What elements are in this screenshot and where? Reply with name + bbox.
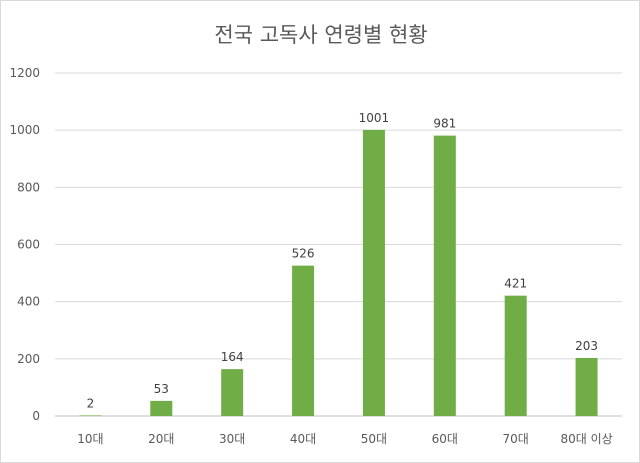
bar: [79, 415, 102, 416]
x-tick-label: 30대: [219, 432, 245, 446]
x-tick-label: 10대: [77, 432, 103, 446]
y-tick-label: 400: [17, 295, 40, 309]
bar: [150, 400, 173, 416]
y-tick-label: 1000: [9, 123, 40, 137]
bar: [362, 129, 385, 416]
data-label: 1001: [359, 111, 390, 125]
chart-title: 전국 고독사 연령별 현황: [214, 23, 428, 47]
x-tick-label: 60대: [432, 432, 458, 446]
data-label: 421: [504, 277, 527, 291]
bar: [433, 135, 456, 416]
bar: [575, 357, 598, 416]
x-tick-label: 70대: [503, 432, 529, 446]
x-tick-label: 40대: [290, 432, 316, 446]
data-label: 2: [87, 396, 95, 410]
x-tick-label: 80대 이상: [560, 432, 612, 446]
bar: [292, 265, 315, 416]
x-tick-label: 50대: [361, 432, 387, 446]
y-tick-label: 1200: [9, 66, 40, 80]
y-tick-label: 0: [32, 409, 40, 423]
y-tick-label: 600: [17, 238, 40, 252]
bar: [504, 295, 527, 416]
y-tick-label: 800: [17, 180, 40, 194]
data-label: 981: [433, 117, 456, 131]
bar: [221, 369, 244, 416]
x-tick-label: 20대: [148, 432, 174, 446]
data-label: 53: [154, 382, 169, 396]
data-label: 203: [575, 339, 598, 353]
y-tick-label: 200: [17, 352, 40, 366]
data-label: 526: [292, 247, 315, 261]
data-label: 164: [221, 350, 244, 364]
